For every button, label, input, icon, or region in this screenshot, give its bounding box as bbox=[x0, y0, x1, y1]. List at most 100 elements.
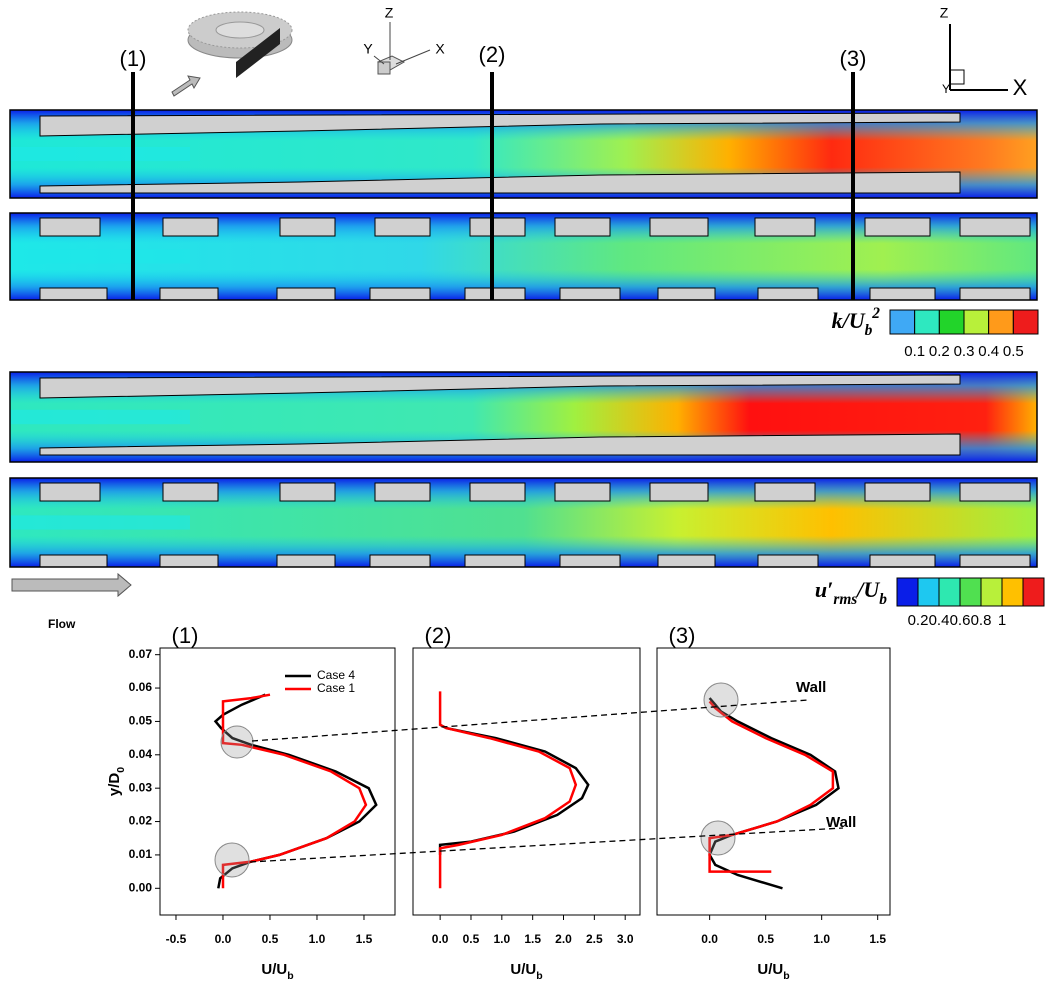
y-tick-label: 0.00 bbox=[129, 880, 153, 894]
axis-label: Y bbox=[363, 41, 373, 57]
fin-block bbox=[959, 554, 1031, 568]
colorbar-cell bbox=[1012, 309, 1039, 335]
fin-block bbox=[469, 482, 526, 502]
x-axis-label-part: U/U bbox=[757, 961, 783, 978]
colorbar-tick-label: 0.2 bbox=[908, 612, 929, 629]
flow-arrow bbox=[11, 572, 132, 598]
fin-block bbox=[159, 287, 219, 301]
fin bbox=[39, 112, 961, 137]
colorbar-title-part: b bbox=[865, 322, 873, 339]
chart-title: (1) bbox=[172, 623, 199, 648]
profile-line bbox=[438, 691, 578, 889]
profile-line bbox=[708, 697, 840, 890]
fin-block bbox=[869, 554, 936, 568]
x-tick-label: 0.5 bbox=[262, 932, 279, 946]
x-axis-label: U/Ub bbox=[261, 961, 293, 982]
annotation: Wall bbox=[796, 679, 826, 696]
x-tick-label: 0.5 bbox=[463, 932, 480, 946]
axis-label: Z bbox=[940, 5, 949, 21]
y-axis-label-part: y/D bbox=[106, 773, 123, 797]
fin-block bbox=[554, 482, 611, 502]
x-tick-label: 0.0 bbox=[215, 932, 232, 946]
axis-label: X bbox=[435, 41, 445, 57]
wall-markers bbox=[214, 682, 844, 878]
axis-label: Z bbox=[385, 5, 394, 21]
fin-block bbox=[374, 217, 431, 237]
fin-block bbox=[554, 217, 611, 237]
x-tick-label: 2.5 bbox=[586, 932, 603, 946]
fin-block bbox=[959, 482, 1031, 502]
panel-frame bbox=[9, 477, 1038, 568]
colorbar-tick-label: 0.8 bbox=[971, 612, 992, 629]
x-axis-label: U/Ub bbox=[510, 961, 542, 982]
colorbar-title: u′rms/Ub bbox=[815, 577, 887, 608]
x-axis-label-part: b bbox=[287, 970, 293, 982]
fin-block bbox=[162, 482, 219, 502]
chart-title: (3) bbox=[669, 623, 696, 648]
core bbox=[10, 146, 190, 162]
colorbar-title: k/Ub2 bbox=[832, 305, 881, 339]
y-tick-label: 0.02 bbox=[129, 814, 153, 828]
colorbar-tick-label: 0.4 bbox=[929, 612, 950, 629]
colorbar-title-part: /U bbox=[855, 577, 880, 602]
colorbar-cell bbox=[980, 577, 1003, 607]
annotation: Wall bbox=[826, 814, 856, 831]
x-tick-label: -0.5 bbox=[166, 932, 187, 946]
colorbar-tick-label: 0.6 bbox=[950, 612, 971, 629]
plot-frame bbox=[159, 647, 396, 916]
y-tick-label: 0.01 bbox=[129, 847, 153, 861]
legend-label: Case 4 bbox=[317, 668, 355, 682]
colorbar-cell bbox=[938, 577, 961, 607]
colorbar-cell bbox=[896, 577, 919, 607]
x-tick-label: 1.5 bbox=[524, 932, 541, 946]
x-axis-label-part: U/U bbox=[261, 961, 287, 978]
fin-block bbox=[754, 217, 816, 237]
y-tick-label: 0.07 bbox=[129, 647, 153, 661]
y-tick-label: 0.03 bbox=[129, 780, 153, 794]
core bbox=[10, 515, 190, 530]
x-tick-label: 0.0 bbox=[701, 932, 718, 946]
fin-block bbox=[559, 554, 621, 568]
fin-block bbox=[279, 482, 336, 502]
colorbar-title-part: rms bbox=[833, 591, 857, 608]
fin-block bbox=[39, 554, 108, 568]
colorbar-title-part: u′ bbox=[815, 577, 833, 602]
fin-block bbox=[374, 482, 431, 502]
flow-label: Flow bbox=[48, 617, 76, 631]
profile-line bbox=[708, 700, 835, 873]
fin-block bbox=[39, 217, 101, 237]
profile-charts: (1)-0.5 0.0 0.5 1.0 1.50.000.010.020.030.040… bbox=[97, 623, 912, 988]
colorbar-title-part: 2 bbox=[871, 305, 880, 322]
plot-frame bbox=[656, 647, 891, 916]
x-axis-label: U/Ub bbox=[757, 961, 789, 982]
x-tick-label: 1.0 bbox=[493, 932, 510, 946]
colorbar-title-part: b bbox=[879, 591, 887, 608]
chart-title: (2) bbox=[425, 623, 452, 648]
fin bbox=[39, 433, 961, 456]
fin-block bbox=[959, 217, 1031, 237]
core bbox=[10, 409, 190, 425]
x-tick-label: 3.0 bbox=[617, 932, 634, 946]
plot-frame bbox=[412, 647, 641, 916]
colorbar-tick-label: 0.2 bbox=[929, 343, 950, 360]
y-tick-label: 0.05 bbox=[129, 714, 153, 728]
fin-block bbox=[869, 287, 936, 301]
fin-block bbox=[864, 217, 931, 237]
fin-block bbox=[159, 554, 219, 568]
section-marker: (3) bbox=[840, 46, 867, 71]
fin-block bbox=[864, 482, 931, 502]
fin-block bbox=[279, 217, 336, 237]
fin-block bbox=[754, 482, 816, 502]
section-marker: (1) bbox=[120, 46, 147, 71]
fin-block bbox=[276, 554, 336, 568]
colorbar-title-part: k/U bbox=[832, 308, 866, 333]
chart-background bbox=[97, 628, 912, 988]
colorbar-cell bbox=[1022, 577, 1045, 607]
axis-label: Y bbox=[942, 82, 950, 96]
contour-panels bbox=[9, 72, 1038, 568]
colorbar-tick-label: 1 bbox=[998, 612, 1006, 629]
fin-block bbox=[276, 287, 336, 301]
panel-frame bbox=[9, 109, 1038, 199]
fin-block bbox=[464, 287, 526, 301]
